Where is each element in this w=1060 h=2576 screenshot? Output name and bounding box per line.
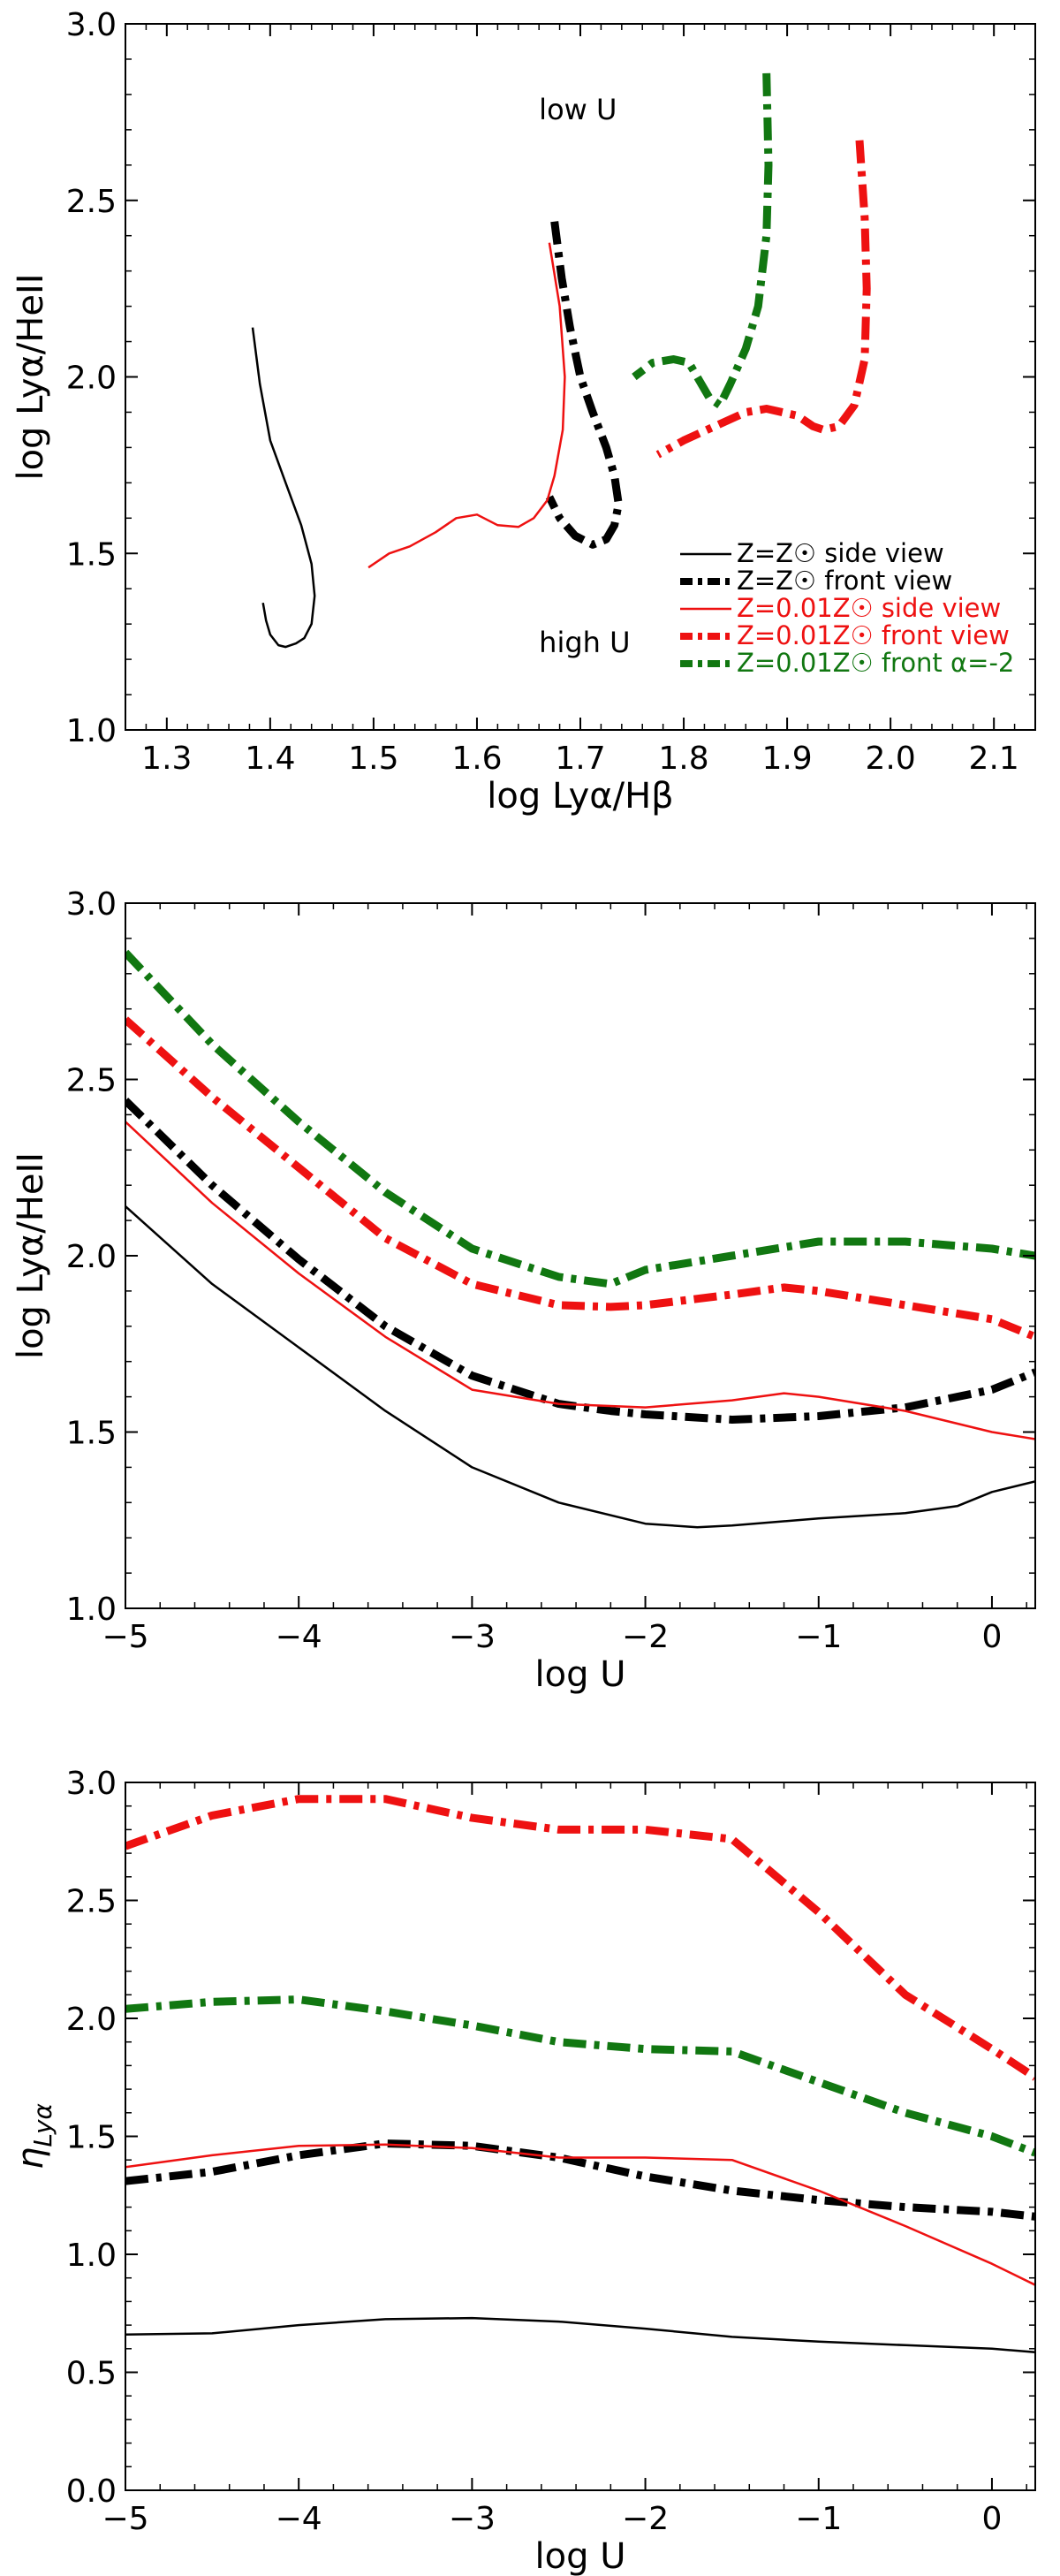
y-tick-label: 1.0 [66, 1592, 117, 1628]
x-tick-label: −4 [276, 1619, 322, 1655]
y-axis-title: log Lyα/HeII [11, 1152, 51, 1359]
x-axis-title: log U [535, 2536, 626, 2576]
series-zsun_side [125, 1205, 1035, 1529]
series-z001_front_alpha [125, 1995, 1035, 2157]
annotation: high U [539, 626, 630, 659]
plot-frame [125, 902, 1036, 1609]
series-z001_front [655, 140, 871, 459]
series-z001_side [367, 242, 566, 569]
plot-frame [125, 1782, 1036, 2491]
y-tick-label: 2.0 [66, 2002, 117, 2038]
series-zsun_front [545, 221, 623, 549]
x-tick-label: −4 [276, 2501, 322, 2537]
y-axis-title: log Lyα/HeII [11, 273, 51, 480]
panel-bottom: −5 −4 −3 −2 −1 0 0.0 0.5 1.0 1.5 2.0 2.5 3.0 log U ηLy… [11, 1766, 1036, 2576]
legend-entry: Z=0.01Z☉ side view [737, 593, 1001, 623]
x-tick-label: −3 [449, 1619, 496, 1655]
x-tick-label: −5 [102, 2501, 148, 2537]
legend-entry: Z=Z☉ front view [737, 566, 952, 596]
x-tick-label: −5 [102, 1619, 148, 1655]
x-axis-title: log Lyα/Hβ [487, 776, 673, 817]
x-tick-label: −3 [449, 2501, 496, 2537]
x-tick-label: 2.1 [969, 741, 1019, 777]
x-tick-label: −1 [795, 2501, 842, 2537]
y-tick-label: 1.0 [66, 2238, 117, 2274]
series-z001_front [125, 1016, 1035, 1341]
series-z001_side [125, 1121, 1035, 1440]
x-tick-label: 2.0 [866, 741, 916, 777]
y-tick-label: 3.0 [66, 1766, 117, 1802]
panel-top: 1.3 1.4 1.5 1.6 1.7 1.8 1.9 2.0 2.1 1.0 1.5 2.0 2.5 3… [11, 7, 1036, 817]
x-tick-label: −2 [622, 1619, 669, 1655]
legend-entry: Z=0.01Z☉ front view [737, 620, 1010, 650]
y-tick-label: 2.5 [66, 1063, 117, 1099]
legend-entry: Z=0.01Z☉ front α=-2 [737, 648, 1014, 678]
legend-entry: Z=Z☉ side view [737, 538, 944, 568]
y-tick-label: 1.5 [66, 536, 117, 573]
y-axis-title: ηLyα [11, 2102, 57, 2169]
x-tick-label: 0 [981, 2501, 1002, 2537]
series-zsun_front [125, 2139, 1035, 2221]
panel-middle: −5 −4 −3 −2 −1 0 1.0 1.5 2.0 2.5 3.0 log U log Lyα/H… [11, 886, 1036, 1695]
x-tick-label: −2 [622, 2501, 669, 2537]
x-tick-label: 1.9 [761, 741, 812, 777]
y-tick-label: 0.0 [66, 2473, 117, 2510]
y-tick-label: 2.0 [66, 361, 117, 397]
x-tick-label: 1.8 [658, 741, 708, 777]
x-tick-label: 1.4 [245, 741, 295, 777]
series-zsun_side [251, 327, 316, 649]
x-tick-label: 1.6 [451, 741, 502, 777]
series-z001_front_alpha [125, 949, 1035, 1288]
y-tick-label: 1.5 [66, 2120, 117, 2156]
series-zsun_side [125, 2316, 1035, 2354]
x-tick-label: 1.7 [555, 741, 605, 777]
y-tick-label: 1.5 [66, 1416, 117, 1452]
y-tick-label: 3.0 [66, 886, 117, 923]
x-tick-label: 1.3 [141, 741, 192, 777]
annotation: low U [539, 93, 617, 126]
y-tick-label: 3.0 [66, 7, 117, 43]
series-z001_front_alpha [632, 72, 773, 409]
series-z001_front [125, 1795, 1035, 2081]
y-tick-label: 1.0 [66, 713, 117, 749]
x-tick-label: −1 [795, 1619, 842, 1655]
y-tick-label: 2.5 [66, 1884, 117, 1920]
x-tick-label: 1.5 [348, 741, 398, 777]
series-zsun_front [125, 1098, 1035, 1424]
series-z001_side [125, 2143, 1035, 2286]
y-tick-label: 2.0 [66, 1239, 117, 1275]
y-tick-label: 0.5 [66, 2356, 117, 2392]
x-axis-title: log U [535, 1654, 626, 1695]
y-tick-label: 2.5 [66, 184, 117, 220]
x-tick-label: 0 [981, 1619, 1002, 1655]
